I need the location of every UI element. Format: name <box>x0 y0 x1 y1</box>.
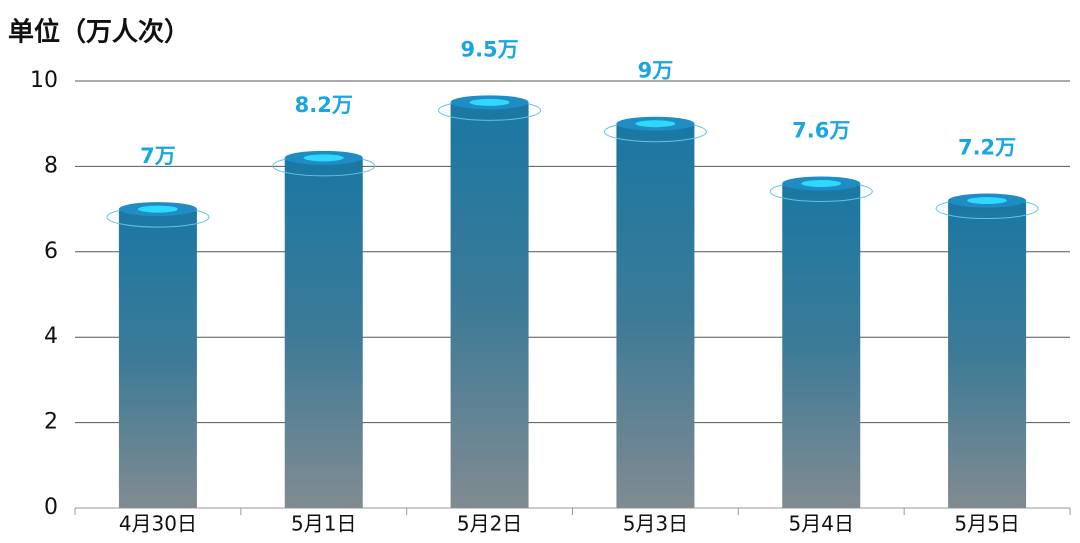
x-tick-label: 4月30日 <box>119 512 197 536</box>
x-tick-label: 5月2日 <box>457 512 522 536</box>
x-tick-label: 5月3日 <box>623 512 688 536</box>
value-label: 9万 <box>638 59 674 83</box>
bar <box>948 200 1027 508</box>
bar-cap-highlight <box>635 120 676 128</box>
chart-title: 单位（万人次） <box>8 17 190 48</box>
bar-cap-highlight <box>303 154 344 162</box>
bar <box>616 123 695 508</box>
value-label: 7.6万 <box>792 118 850 142</box>
bar <box>118 209 197 508</box>
value-label: 8.2万 <box>295 93 353 117</box>
bar-cap-highlight <box>801 179 842 187</box>
y-tick-label: 6 <box>44 239 58 264</box>
bar-cap-highlight <box>967 197 1008 205</box>
x-tick-label: 5月5日 <box>954 512 1019 536</box>
bar-cap-highlight <box>469 98 510 106</box>
y-tick-label: 4 <box>44 324 58 349</box>
value-label: 9.5万 <box>460 37 518 61</box>
bar-cap-highlight <box>137 205 178 213</box>
value-label: 7.2万 <box>958 136 1016 160</box>
x-tick-label: 5月1日 <box>291 512 356 536</box>
bar <box>782 183 861 509</box>
bar <box>284 157 363 509</box>
y-tick-label: 2 <box>44 410 58 435</box>
y-tick-label: 10 <box>30 68 58 93</box>
x-tick-label: 5月4日 <box>789 512 854 536</box>
y-tick-label: 0 <box>44 495 58 520</box>
value-label: 7万 <box>140 144 176 168</box>
bar <box>450 102 529 508</box>
y-tick-label: 8 <box>44 153 58 178</box>
